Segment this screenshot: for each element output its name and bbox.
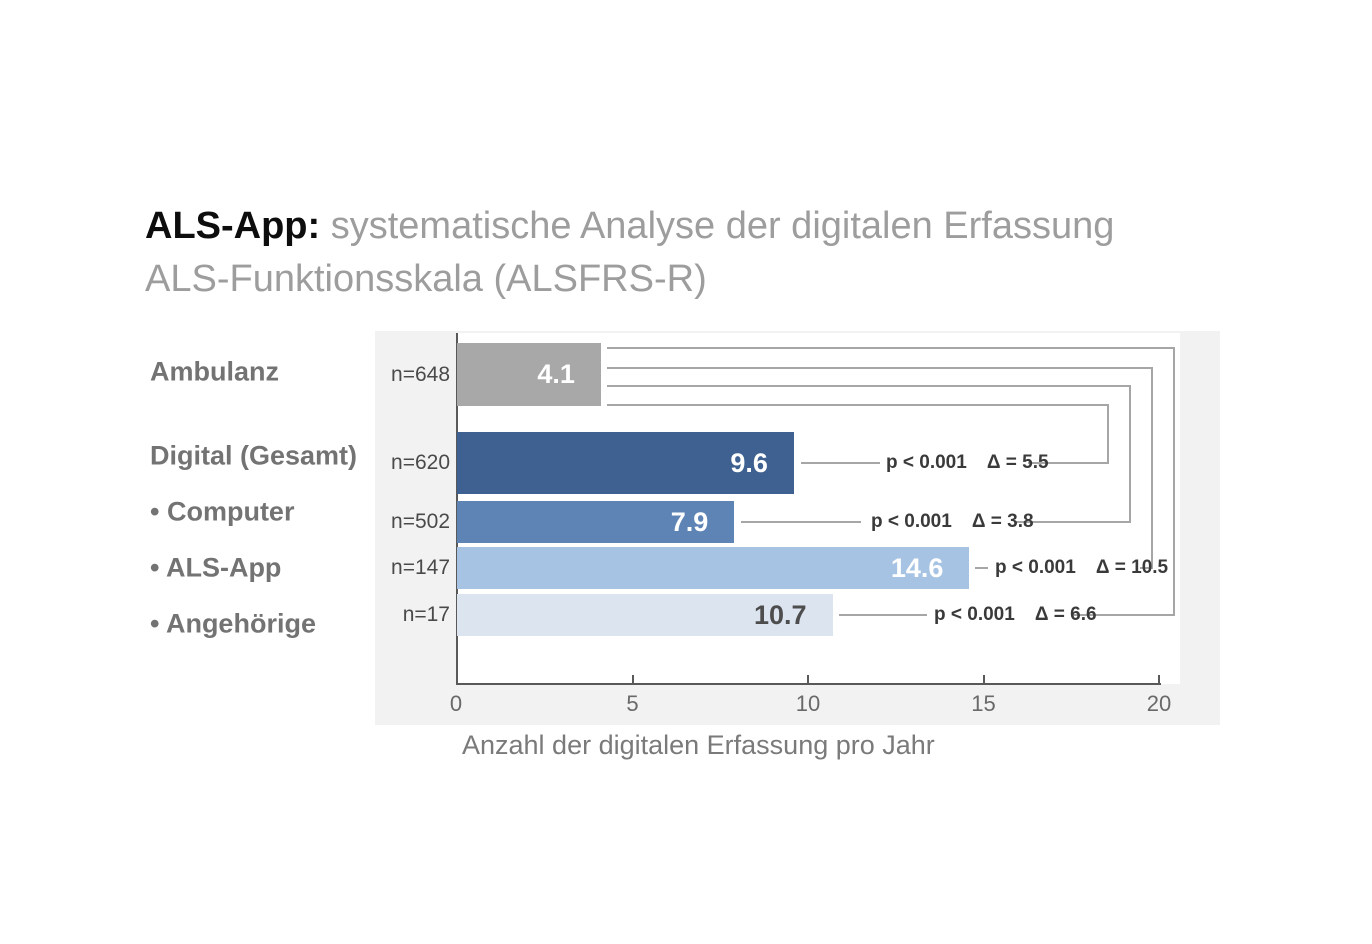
bracket-line xyxy=(607,385,1131,523)
slide-title-line1: ALS-App: systematische Analyse der digit… xyxy=(145,200,1275,253)
x-axis-tick xyxy=(631,675,634,684)
bar-angeh-rige: 10.7 xyxy=(457,594,833,636)
slide-title: ALS-App: systematische Analyse der digit… xyxy=(145,200,1275,306)
category-label-ambulanz: Ambulanz xyxy=(150,356,280,387)
x-axis-tick xyxy=(807,675,809,684)
p-value: p < 0.001 xyxy=(995,557,1076,578)
bracket-line xyxy=(607,367,1153,569)
delta-value: Δ = 5.5 xyxy=(986,452,1049,473)
p-value: p < 0.001 xyxy=(871,511,952,532)
x-axis-tick-label: 5 xyxy=(626,691,639,716)
n-count-label: n=648 xyxy=(391,363,450,386)
x-axis-title: Anzahl der digitalen Erfassung pro Jahr xyxy=(462,730,935,760)
x-axis-tick-label: 0 xyxy=(449,691,463,716)
x-axis-tick-label: 10 xyxy=(795,691,821,716)
bar-value-label: 9.6 xyxy=(730,447,768,478)
slide-title-line2: ALS-Funktionsskala (ALSFRS-R) xyxy=(145,258,707,300)
slide-title-bold: ALS-App: xyxy=(145,205,321,247)
bar-value-label: 7.9 xyxy=(670,506,709,537)
bar-als-app: 14.6 xyxy=(457,547,970,589)
category-label-angehoerige: • Angehörige xyxy=(150,608,316,639)
p-value: p < 0.001 xyxy=(934,604,1015,625)
x-axis-tick-label: 15 xyxy=(971,691,996,716)
delta-value: Δ = 3.8 xyxy=(971,511,1034,532)
bar-ambulanz: 4.1 xyxy=(457,343,601,406)
comparison-label: p < 0.001 Δ = 10.5 xyxy=(995,557,1168,579)
n-count-label: n=620 xyxy=(391,451,450,474)
p-value: p < 0.001 xyxy=(886,452,967,473)
x-axis-line xyxy=(456,683,1161,685)
category-label-computer: • Computer xyxy=(150,496,295,527)
delta-value: Δ = 10.5 xyxy=(1095,557,1169,578)
bracket-line xyxy=(607,347,1175,616)
bar-value-label: 14.6 xyxy=(890,552,944,583)
slide-title-rest: systematische Analyse der digitalen Erfa… xyxy=(320,205,1115,247)
comparison-label: p < 0.001 Δ = 3.8 xyxy=(871,511,1034,533)
bracket-line xyxy=(607,404,1109,464)
comparison-label: p < 0.001 Δ = 5.5 xyxy=(886,452,1049,474)
n-count-label: n=147 xyxy=(391,556,450,579)
x-axis-tick-label: 20 xyxy=(1146,691,1172,716)
delta-value: Δ = 6.6 xyxy=(1034,604,1097,625)
x-axis-tick xyxy=(982,675,985,684)
n-count-label: n=502 xyxy=(391,510,450,533)
bar-value-label: 4.1 xyxy=(537,359,575,389)
x-axis-tick xyxy=(1158,675,1160,684)
bar-value-label: 10.7 xyxy=(754,599,807,630)
comparison-label: p < 0.001 Δ = 6.6 xyxy=(934,604,1097,626)
n-count-label: n=17 xyxy=(402,603,450,626)
category-label-als-app: • ALS-App xyxy=(150,552,282,583)
bar-computer: 7.9 xyxy=(457,501,735,543)
bar-digital-gesamt-: 9.6 xyxy=(457,432,794,494)
category-label-digital-gesamt: Digital (Gesamt) xyxy=(150,440,358,471)
